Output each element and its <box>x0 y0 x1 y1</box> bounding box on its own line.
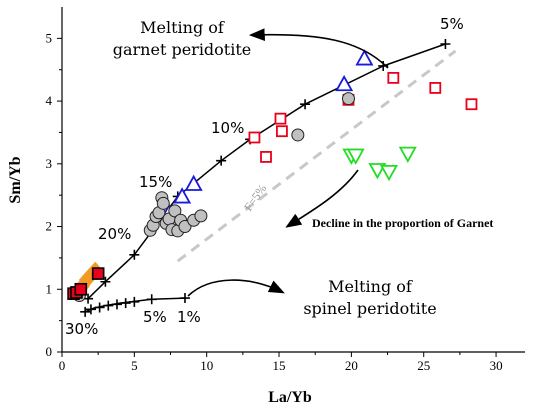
f-5-dashed-line <box>176 49 457 263</box>
marker-square-filled <box>91 267 105 280</box>
percent-10: 10% <box>211 119 244 137</box>
x-tick-label: 0 <box>59 358 66 373</box>
marker-triangle-up <box>173 187 192 204</box>
marker-square-filled <box>74 282 88 296</box>
curve-tick-cross <box>80 306 91 317</box>
y-tick-label: 1 <box>46 281 53 296</box>
y-tick-label: 4 <box>46 93 53 108</box>
marker-square-open <box>429 82 442 94</box>
percent-5-top: 5% <box>440 15 464 33</box>
marker-triangle-down <box>346 148 365 165</box>
data-points <box>67 49 478 303</box>
x-tick-label: 15 <box>273 358 286 373</box>
annotation-arrows <box>187 28 389 297</box>
marker-triangle-up <box>184 174 203 191</box>
x-tick-label: 25 <box>417 358 430 373</box>
spinel-title-line1: Melting of <box>328 277 413 296</box>
curve-tick-cross <box>179 293 190 304</box>
marker-circle <box>291 128 305 142</box>
marker-circle <box>168 204 182 218</box>
curve-tick-cross <box>300 99 311 110</box>
curve-tick-cross <box>85 304 96 315</box>
decline-arrow <box>285 169 359 228</box>
curve-tick-cross <box>94 302 105 313</box>
garnet-title-line2: garnet peridotite <box>113 40 252 59</box>
marker-circle <box>194 209 208 223</box>
marker-triangle-down <box>368 163 387 180</box>
marker-triangle-up <box>335 74 354 92</box>
x-axis-title: La/Yb <box>268 389 312 406</box>
marker-square-open <box>276 125 288 138</box>
garnet-title-line1: Melting of <box>140 18 225 37</box>
percent-1: 1% <box>177 308 201 326</box>
y-tick-label: 3 <box>46 156 53 171</box>
x-tick-label: 30 <box>490 358 503 373</box>
y-axis-title: Sm/Yb <box>7 156 24 203</box>
curve-tick-cross <box>216 155 227 166</box>
x-tick-label: 20 <box>345 358 358 373</box>
marker-triangle-up <box>355 49 374 66</box>
marker-circle <box>178 220 192 234</box>
spinel-title-line2: spinel peridotite <box>303 299 436 318</box>
marker-square-open <box>260 151 272 163</box>
curve-tick-cross <box>440 39 451 50</box>
curve-tick-cross <box>146 294 157 305</box>
marker-square-open <box>465 98 478 111</box>
marker-circle <box>341 92 355 106</box>
curve-tick-cross <box>100 276 111 287</box>
x-tick-label: 10 <box>200 358 213 373</box>
y-tick-label: 5 <box>46 30 53 45</box>
reference-line <box>176 49 457 263</box>
marker-circle <box>156 196 170 210</box>
spinel-arrow <box>187 279 285 297</box>
curve-tick-cross <box>129 249 140 260</box>
garnet-arrow <box>248 28 389 69</box>
f-5-label: F=5% <box>241 182 269 214</box>
percent-5-bottom: 5% <box>143 308 167 326</box>
axes: 0 5 10 15 20 25 30 0 1 2 3 4 5 <box>46 7 525 373</box>
percent-30: 30% <box>65 320 98 338</box>
percent-15: 15% <box>139 173 172 191</box>
y-tick-label: 0 <box>46 344 53 359</box>
y-tick-label: 2 <box>46 219 53 234</box>
curve-tick-cross <box>129 296 140 307</box>
x-tick-label: 5 <box>131 358 138 373</box>
curve-tick-cross <box>120 298 131 309</box>
percent-20: 20% <box>98 225 131 243</box>
marker-square-open <box>387 71 400 84</box>
decline-annotation: Decline in the proportion of Garnet <box>312 216 493 230</box>
marker-square-open <box>274 112 287 125</box>
curve-tick-cross <box>103 300 114 311</box>
curve-tick-cross <box>111 299 122 310</box>
marker-triangle-down <box>398 146 417 164</box>
marker-square-open <box>248 131 261 144</box>
marker-triangle-down <box>379 164 399 182</box>
